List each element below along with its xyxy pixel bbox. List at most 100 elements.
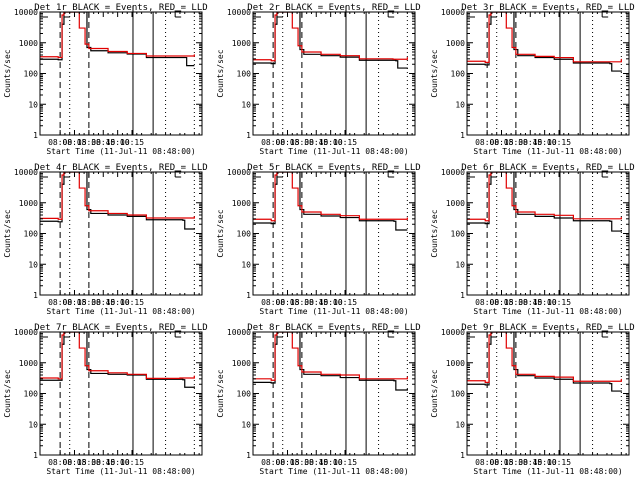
panel-det-2: 1 10 100 1000 10000 08:0008:1508:3008:4510:00… — [216, 3, 421, 156]
x-tick-label: 08:15 — [275, 298, 299, 307]
y-tick-label: 1000 — [446, 39, 465, 48]
x-tick-label: 08:15 — [489, 458, 513, 467]
events-series-line — [467, 172, 622, 232]
x-tick-label: 10:00 — [319, 458, 343, 467]
lld-series-line — [467, 12, 622, 63]
y-tick-label: 1 — [33, 131, 38, 140]
panel-title: Det 4r BLACK = Events, RED = LLD — [34, 163, 207, 173]
x-axis-label: Start Time (11-Jul-11 08:48:00) — [473, 467, 622, 476]
x-tick-label: 08:15 — [489, 298, 513, 307]
panel-det-4: 1 10 100 1000 10000 08:0008:1508:3008:4510:00… — [3, 163, 208, 316]
x-tick-label: 10:15 — [333, 458, 357, 467]
x-tick-label: 08:45 — [518, 138, 542, 147]
x-tick-label: 08:30 — [77, 138, 101, 147]
lld-series-line — [467, 332, 622, 383]
x-tick-label: 08:30 — [504, 138, 528, 147]
top-bracket-indicator — [174, 170, 182, 178]
y-tick-label: 100 — [24, 70, 39, 79]
x-tick-label: 08:45 — [304, 458, 328, 467]
panel-title: Det 9r BLACK = Events, RED = LLD — [461, 323, 634, 333]
y-tick-label: 100 — [237, 230, 252, 239]
x-tick-label: 10:00 — [319, 138, 343, 147]
x-tick-label: 10:15 — [120, 458, 144, 467]
y-tick-label: 10000 — [14, 328, 38, 337]
x-tick-label: 08:30 — [504, 458, 528, 467]
y-tick-label: 1000 — [232, 359, 251, 368]
y-tick-label: 100 — [24, 390, 39, 399]
lld-series-line — [40, 12, 195, 59]
panels-group: 11010010001000008:0008:1508:3008:4510:00… — [3, 3, 635, 476]
y-tick-label: 1000 — [446, 359, 465, 368]
x-tick-label: 08:00 — [475, 298, 499, 307]
lld-series-line — [40, 332, 195, 380]
events-series-line — [40, 172, 195, 230]
x-tick-label: 10:00 — [533, 138, 557, 147]
y-tick-label: 1 — [460, 131, 465, 140]
x-tick-label: 08:45 — [91, 298, 115, 307]
x-axis-label: Start Time (11-Jul-11 08:48:00) — [46, 307, 195, 316]
panel-title: Det 5r BLACK = Events, RED = LLD — [247, 163, 420, 173]
top-bracket-indicator — [387, 330, 395, 338]
x-tick-label: 08:45 — [304, 138, 328, 147]
y-tick-label: 10000 — [441, 8, 465, 17]
x-tick-label: 08:00 — [261, 298, 285, 307]
x-axis-label: Start Time (11-Jul-11 08:48:00) — [473, 307, 622, 316]
lld-series-line — [253, 172, 408, 222]
panel-det-1: 1 10 100 1000 10000 08:0008:1508:3008:4510:00… — [3, 3, 208, 156]
y-tick-label: 10 — [241, 100, 251, 109]
y-tick-label: 1000 — [232, 199, 251, 208]
y-tick-label: 10000 — [227, 328, 251, 337]
events-series-line — [253, 172, 408, 231]
x-tick-label: 08:30 — [290, 458, 314, 467]
x-tick-label: 08:00 — [475, 458, 499, 467]
top-bracket-indicator — [387, 10, 395, 18]
x-tick-label: 10:15 — [120, 298, 144, 307]
y-tick-label: 100 — [237, 390, 252, 399]
y-tick-label: 10000 — [441, 168, 465, 177]
panel-title: Det 6r BLACK = Events, RED = LLD — [461, 163, 634, 173]
x-tick-label: 08:45 — [91, 138, 115, 147]
x-tick-label: 08:15 — [275, 458, 299, 467]
x-axis-label: Start Time (11-Jul-11 08:48:00) — [259, 147, 408, 156]
top-bracket-indicator — [601, 330, 609, 338]
y-axis-label: Counts/sec — [430, 49, 439, 97]
lld-series-line — [40, 172, 195, 220]
lld-series-line — [467, 172, 622, 222]
x-tick-label: 10:15 — [547, 458, 571, 467]
y-tick-label: 10000 — [227, 8, 251, 17]
y-tick-label: 100 — [24, 230, 39, 239]
y-tick-label: 1 — [460, 451, 465, 460]
y-tick-label: 1 — [246, 131, 251, 140]
x-axis-label: Start Time (11-Jul-11 08:48:00) — [259, 307, 408, 316]
x-tick-label: 08:15 — [62, 298, 86, 307]
y-tick-label: 10 — [28, 100, 38, 109]
events-series-line — [253, 12, 408, 69]
y-axis-label: Counts/sec — [430, 369, 439, 417]
y-tick-label: 10 — [241, 420, 251, 429]
x-tick-label: 08:30 — [504, 298, 528, 307]
x-tick-label: 10:15 — [333, 138, 357, 147]
x-tick-label: 08:45 — [91, 458, 115, 467]
x-tick-label: 10:15 — [120, 138, 144, 147]
x-tick-label: 08:00 — [261, 138, 285, 147]
x-tick-label: 08:45 — [518, 458, 542, 467]
x-tick-label: 08:00 — [48, 298, 72, 307]
y-tick-label: 100 — [451, 70, 466, 79]
y-tick-label: 10 — [455, 100, 465, 109]
x-axis-label: Start Time (11-Jul-11 08:48:00) — [46, 147, 195, 156]
y-axis-label: Counts/sec — [3, 209, 12, 257]
events-series-line — [40, 12, 195, 67]
y-tick-label: 10 — [28, 260, 38, 269]
x-tick-label: 08:30 — [77, 458, 101, 467]
y-tick-label: 1000 — [19, 199, 38, 208]
y-axis-label: Counts/sec — [216, 49, 225, 97]
x-tick-label: 08:00 — [48, 458, 72, 467]
panel-title: Det 3r BLACK = Events, RED = LLD — [461, 3, 634, 13]
y-tick-label: 10000 — [441, 328, 465, 337]
y-axis-label: Counts/sec — [216, 209, 225, 257]
y-tick-label: 10 — [28, 420, 38, 429]
x-tick-label: 08:45 — [304, 298, 328, 307]
x-tick-label: 08:00 — [48, 138, 72, 147]
y-tick-label: 1 — [460, 291, 465, 300]
